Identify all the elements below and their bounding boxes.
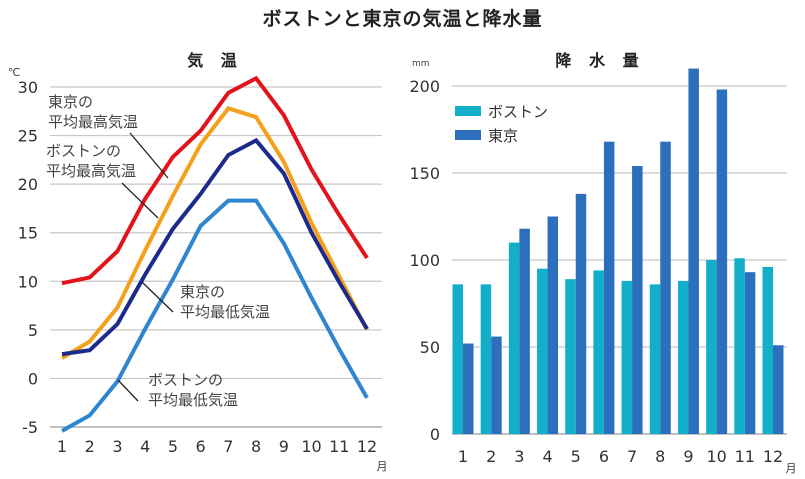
precipitation-bar-tokyo <box>491 336 502 434</box>
temperature-x-tick-label: 7 <box>223 437 233 456</box>
legend-swatch-tokyo <box>455 130 481 140</box>
precipitation-y-tick-label: 100 <box>409 251 440 270</box>
precipitation-x-tick-label: 5 <box>571 447 581 466</box>
annotation-leader-line <box>141 281 174 313</box>
temperature-annotation-label: 東京の <box>48 93 93 111</box>
precipitation-bar-tokyo <box>773 345 784 434</box>
legend-swatch-boston <box>455 106 481 116</box>
temperature-y-tick-label: 5 <box>28 321 38 340</box>
precipitation-x-tick-label: 12 <box>763 447 783 466</box>
precipitation-x-tick-label: 3 <box>514 447 524 466</box>
precipitation-y-tick-label: 50 <box>420 338 440 357</box>
precipitation-bar-tokyo <box>575 193 587 434</box>
temperature-y-tick-label: 25 <box>18 127 38 146</box>
temperature-x-tick-label: 3 <box>112 437 122 456</box>
temperature-x-tick-label: 1 <box>57 437 67 456</box>
precipitation-bar-boston <box>621 280 633 434</box>
precipitation-x-tick-label: 1 <box>458 447 468 466</box>
precipitation-bar-boston <box>649 284 661 434</box>
precipitation-bar-tokyo <box>660 141 671 434</box>
precipitation-bar-boston <box>593 270 604 434</box>
precipitation-bar-tokyo <box>716 89 728 434</box>
precipitation-bar-tokyo <box>463 343 474 434</box>
temperature-x-tick-label: 2 <box>85 437 95 456</box>
temperature-series-line-4 <box>61 198 369 433</box>
precipitation-bar-boston <box>677 280 689 434</box>
precipitation-x-tick-label: 9 <box>683 447 693 466</box>
precipitation-x-tick-label: 2 <box>486 447 496 466</box>
precipitation-x-tick-label: 7 <box>627 447 637 466</box>
precipitation-bar-tokyo <box>744 272 756 434</box>
precipitation-bar-boston <box>762 266 773 434</box>
precipitation-unit-label: mm <box>412 59 430 69</box>
precipitation-bar-boston <box>734 258 745 434</box>
temperature-annotation-label: 平均最高気温 <box>48 113 138 131</box>
temperature-annotation-label: ボストンの <box>46 142 121 160</box>
precipitation-bar-boston <box>480 284 492 434</box>
precipitation-y-tick-label: 200 <box>409 77 440 96</box>
annotation-leader-line <box>121 182 159 219</box>
precipitation-bar-boston <box>565 279 576 434</box>
precipitation-x-tick-label: 6 <box>599 447 609 466</box>
precipitation-x-tick-label: 4 <box>542 447 552 466</box>
temperature-y-tick-label: 0 <box>28 369 38 388</box>
temperature-title: 気 温 <box>187 51 243 70</box>
temperature-x-tick-label: 11 <box>329 437 349 456</box>
precipitation-y-tick-label: 150 <box>409 164 440 183</box>
precipitation-bar-boston <box>537 268 548 434</box>
precipitation-bar-boston <box>706 260 717 434</box>
precipitation-x-tick-label: 10 <box>706 447 726 466</box>
precipitation-bar-tokyo <box>547 216 559 434</box>
temperature-x-unit-label: 月 <box>377 460 388 473</box>
temperature-x-tick-label: 5 <box>168 437 178 456</box>
precipitation-bar-tokyo <box>688 68 699 434</box>
temperature-annotation-label: 東京の <box>180 283 225 301</box>
precipitation-x-tick-label: 8 <box>655 447 665 466</box>
temperature-annotation-label: 平均最低気温 <box>148 391 238 409</box>
temperature-y-tick-label: 10 <box>18 272 38 291</box>
temperature-y-tick-label: 30 <box>18 78 38 97</box>
temperature-y-tick-label: 15 <box>18 224 38 243</box>
main-title: ボストンと東京の気温と降水量 <box>262 8 543 30</box>
precipitation-bar-boston <box>452 284 463 434</box>
temperature-annotation-label: 平均最高気温 <box>46 162 136 180</box>
temperature-x-tick-label: 12 <box>357 437 377 456</box>
temperature-y-tick-label: -5 <box>22 418 38 437</box>
temperature-annotation-label: 平均最低気温 <box>180 303 270 321</box>
temperature-series-line-2 <box>60 106 369 360</box>
annotation-leader-line <box>117 379 139 402</box>
precipitation-x-unit-label: 月 <box>786 462 797 475</box>
precipitation-bar-boston <box>508 242 520 434</box>
temperature-annotation-label: ボストンの <box>148 371 223 389</box>
precipitation-x-tick-label: 11 <box>735 447 755 466</box>
temperature-x-tick-label: 4 <box>140 437 150 456</box>
precipitation-bar-tokyo <box>603 141 615 434</box>
temperature-x-tick-label: 10 <box>301 437 321 456</box>
temperature-x-tick-label: 6 <box>196 437 206 456</box>
legend-label-tokyo: 東京 <box>488 127 518 145</box>
temperature-x-tick-label: 8 <box>251 437 261 456</box>
precipitation-bar-tokyo <box>632 166 643 435</box>
legend-label-boston: ボストン <box>488 103 548 121</box>
precipitation-y-tick-label: 0 <box>430 425 440 444</box>
precipitation-bar-tokyo <box>519 228 530 434</box>
temperature-series-line-3 <box>61 137 369 357</box>
temperature-y-tick-label: 20 <box>18 175 38 194</box>
annotation-leader-line <box>129 132 169 179</box>
temperature-series-line-1 <box>61 75 369 286</box>
temperature-unit-label: ℃ <box>8 66 20 79</box>
temperature-x-tick-label: 9 <box>279 437 289 456</box>
precipitation-title: 降 水 量 <box>555 51 644 70</box>
